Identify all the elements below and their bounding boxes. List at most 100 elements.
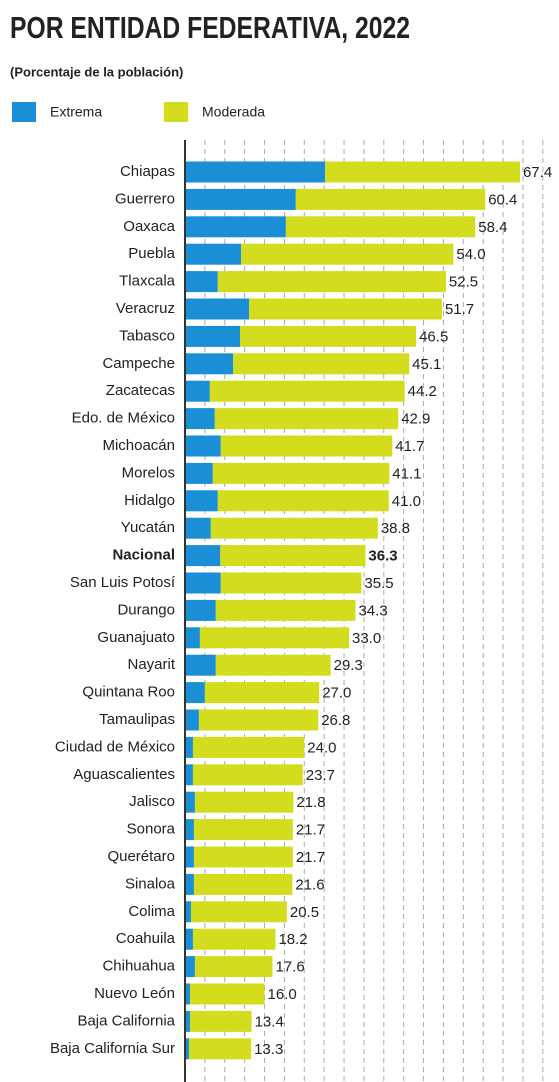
category-label: Quintana Roo xyxy=(82,684,175,701)
bar-segment xyxy=(185,791,195,813)
category-label: Ciudad de México xyxy=(55,738,175,755)
bar-segment xyxy=(185,901,191,923)
total-label: 45.1 xyxy=(412,356,441,373)
total-label: 41.1 xyxy=(392,465,421,482)
category-label: Yucatán xyxy=(121,519,175,536)
category-label: Chihuahua xyxy=(102,958,175,975)
bar-segment xyxy=(185,764,193,786)
total-label: 13.3 xyxy=(254,1041,283,1058)
total-label: 41.0 xyxy=(392,493,421,510)
total-label: 21.7 xyxy=(296,822,325,839)
bar-segment xyxy=(185,873,194,895)
bar-segment xyxy=(188,1038,252,1060)
bar-segment xyxy=(233,353,410,375)
bar-segment xyxy=(192,736,305,758)
total-label: 13.4 xyxy=(255,1013,284,1030)
bar-segment xyxy=(185,216,286,238)
bar-segment xyxy=(199,627,350,649)
category-label: Baja California xyxy=(77,1012,175,1029)
bar-segment xyxy=(185,380,210,402)
total-label: 18.2 xyxy=(278,931,307,948)
category-label: San Luis Potosí xyxy=(70,574,176,591)
legend-swatch xyxy=(12,102,36,122)
bar-segment xyxy=(185,462,213,484)
bar-segment xyxy=(185,490,218,512)
bar-segment xyxy=(194,791,294,813)
bar-segment xyxy=(185,736,193,758)
bar-segment xyxy=(185,928,193,950)
category-label: Morelos xyxy=(122,464,175,481)
legend-swatch xyxy=(164,102,188,122)
category-label: Sinaloa xyxy=(125,875,176,892)
category-label: Michoacán xyxy=(102,437,175,454)
total-label: 42.9 xyxy=(401,411,430,428)
category-label: Jalisco xyxy=(129,793,175,810)
bar-segment xyxy=(241,243,454,265)
total-label: 23.7 xyxy=(306,767,335,784)
bar-segment xyxy=(185,599,216,621)
category-label: Oaxaca xyxy=(123,218,175,235)
category-label: Querétaro xyxy=(107,848,175,865)
total-label: 20.5 xyxy=(290,904,319,921)
bar-segment xyxy=(185,188,296,210)
bar-segment xyxy=(185,325,241,347)
total-label: 52.5 xyxy=(449,274,478,291)
category-label: Sonora xyxy=(127,821,176,838)
bar-segment xyxy=(185,983,190,1005)
total-label: 51.7 xyxy=(445,301,474,318)
total-label: 21.7 xyxy=(296,849,325,866)
bar-segment xyxy=(185,654,216,676)
total-label: 46.5 xyxy=(419,328,448,345)
bar-segment xyxy=(185,819,194,841)
bar-segment xyxy=(185,517,211,539)
bar-segment xyxy=(185,271,218,293)
total-label: 21.8 xyxy=(296,794,325,811)
bar-segment xyxy=(185,846,194,868)
total-label: 58.4 xyxy=(478,219,507,236)
category-label: Zacatecas xyxy=(106,382,175,399)
category-label: Aguascalientes xyxy=(73,766,175,783)
total-label: 27.0 xyxy=(322,685,351,702)
bar-segment xyxy=(193,873,293,895)
bar-segment xyxy=(185,408,215,430)
category-label: Nacional xyxy=(112,547,175,564)
category-label: Tlaxcala xyxy=(119,273,176,290)
category-label: Guanajuato xyxy=(97,629,175,646)
total-label: 60.4 xyxy=(488,191,517,208)
bar-segment xyxy=(220,572,362,594)
category-label: Baja California Sur xyxy=(50,1040,175,1057)
bar-segment xyxy=(204,682,320,704)
bar-segment xyxy=(185,1010,190,1032)
category-label: Tabasco xyxy=(119,327,175,344)
total-label: 67.4 xyxy=(523,164,552,181)
bar-segment xyxy=(192,764,303,786)
bar-segment xyxy=(193,846,293,868)
category-label: Campeche xyxy=(102,355,175,372)
category-label: Veracruz xyxy=(116,300,175,317)
total-label: 16.0 xyxy=(268,986,297,1003)
total-label: 38.8 xyxy=(381,520,410,537)
bar-segment xyxy=(217,490,389,512)
category-label: Hidalgo xyxy=(124,492,175,509)
bar-segment xyxy=(185,435,221,457)
bar-segment xyxy=(215,599,356,621)
bar-segment xyxy=(285,216,476,238)
bar-segment xyxy=(185,545,221,567)
bar-segment xyxy=(249,298,442,320)
bar-segment xyxy=(185,682,205,704)
bar-segment xyxy=(185,709,199,731)
bar-segment xyxy=(198,709,319,731)
category-label: Colima xyxy=(128,903,175,920)
bar-segment xyxy=(185,353,234,375)
bar-segment xyxy=(214,408,399,430)
total-label: 29.3 xyxy=(334,657,363,674)
bar-segment xyxy=(295,188,486,210)
bar-segment xyxy=(185,298,250,320)
bar-segment xyxy=(185,627,200,649)
bar-segment xyxy=(217,271,446,293)
bar-segment xyxy=(185,243,242,265)
category-label: Chiapas xyxy=(120,163,175,180)
chart-title: POR ENTIDAD FEDERATIVA, 2022 xyxy=(10,10,410,45)
legend-label: Moderada xyxy=(202,104,265,120)
